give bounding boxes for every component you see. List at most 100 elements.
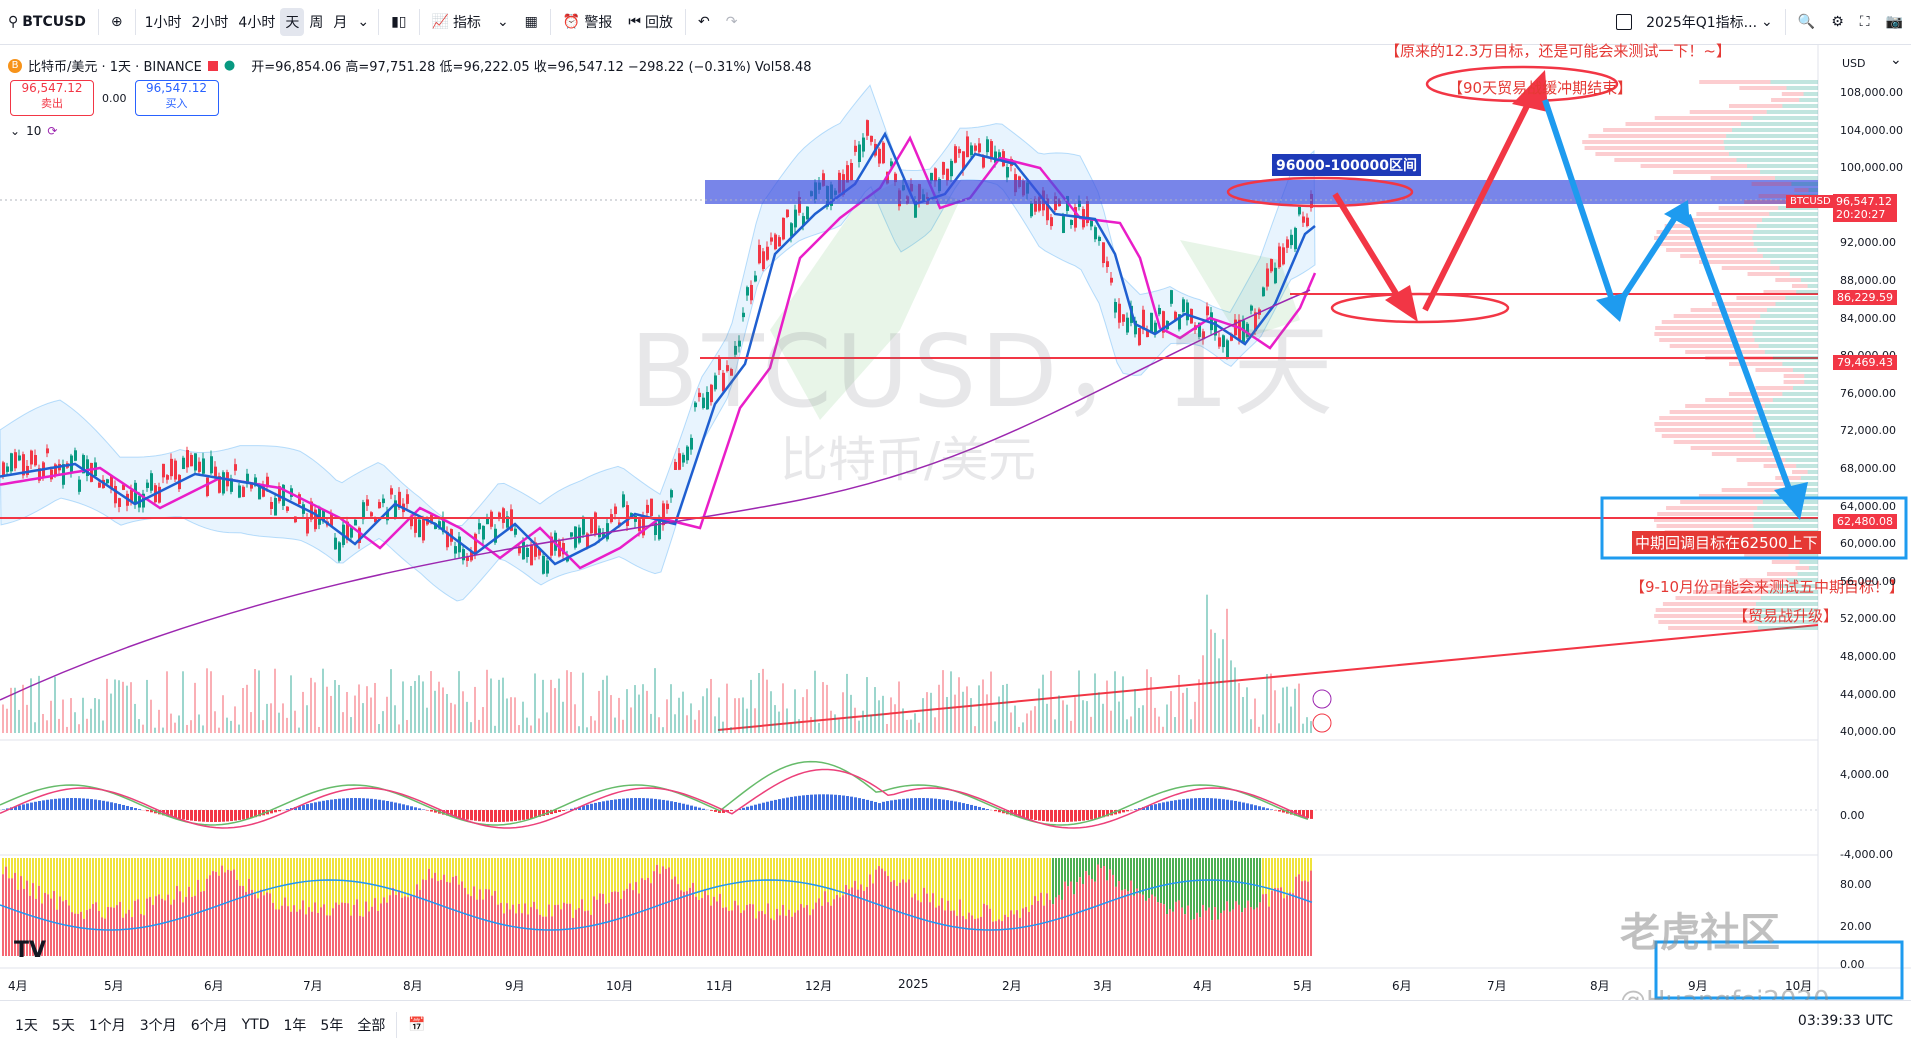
volume-profile-bar	[1659, 338, 1754, 342]
range-6m[interactable]: 6个月	[184, 1015, 235, 1035]
volume-profile-bar	[1771, 98, 1799, 102]
volume-bar	[786, 708, 788, 733]
volume-bar	[178, 715, 180, 733]
volume-bar	[438, 682, 440, 733]
range-ytd[interactable]: YTD	[235, 1017, 277, 1033]
macd-histogram-bar	[786, 798, 789, 810]
range-all[interactable]: 全部	[350, 1015, 392, 1035]
osc-bar-bottom	[485, 889, 487, 956]
osc-bar-bottom	[1109, 869, 1111, 956]
utc-clock[interactable]: 03:39:33 UTC	[1798, 1013, 1893, 1029]
volume-profile-bar	[1705, 398, 1773, 402]
osc-bar-top	[503, 858, 505, 913]
macd-histogram-bar	[382, 800, 385, 810]
osc-bar-top	[911, 858, 913, 897]
candle-body	[1102, 242, 1105, 263]
sell-button[interactable]: 96,547.12 卖出	[10, 80, 94, 116]
osc-bar-top	[497, 858, 499, 905]
range-1y[interactable]: 1年	[277, 1015, 314, 1035]
osc-bar-bottom	[674, 877, 676, 956]
volume-bar	[270, 703, 272, 733]
macd-histogram-bar	[190, 810, 193, 821]
osc-bar-top	[1214, 858, 1216, 907]
osc-bar-bottom	[620, 899, 622, 956]
candle-body	[674, 462, 677, 470]
volume-profile-bar	[1759, 344, 1818, 348]
macd-histogram-bar	[1278, 810, 1281, 812]
name-watermark: 比特币/美元	[780, 420, 1036, 490]
candle-body	[194, 453, 197, 470]
volume-bar	[90, 709, 92, 733]
price-tick: 92,000.00	[1840, 236, 1896, 249]
osc-bar-bottom	[1292, 893, 1294, 956]
osc-bar-bottom	[587, 911, 589, 956]
osc-bar-bottom	[515, 913, 517, 956]
macd-histogram-bar	[1030, 810, 1033, 819]
volume-bar	[1006, 684, 1008, 733]
volume-profile-bar	[1754, 242, 1818, 246]
osc-bar-top	[365, 858, 367, 902]
osc-bar-bottom	[1121, 890, 1123, 956]
time-tick: 10月	[606, 977, 633, 994]
buy-button[interactable]: 96,547.12 买入	[135, 80, 219, 116]
macd-histogram-bar	[642, 798, 645, 810]
legend-title[interactable]: 比特币/美元 · 1天 · BINANCE	[28, 56, 202, 75]
osc-bar-top	[941, 858, 943, 898]
macd-histogram-bar	[102, 801, 105, 810]
candle-body	[1094, 227, 1097, 239]
osc-bar-top	[1130, 858, 1132, 881]
volume-profile-bar	[1654, 332, 1752, 336]
candle-body	[930, 173, 933, 181]
range-5d[interactable]: 5天	[45, 1015, 82, 1035]
osc-bar-top	[1019, 858, 1021, 918]
range-1d[interactable]: 1天	[8, 1015, 45, 1035]
volume-bar	[194, 683, 196, 733]
osc-bar-top	[821, 858, 823, 906]
volume-bar	[1190, 719, 1192, 733]
volume-profile-bar	[1747, 482, 1789, 486]
candle-body	[638, 519, 641, 531]
volume-bar	[1158, 717, 1160, 733]
osc-bar-top	[842, 858, 844, 895]
candle-body	[690, 438, 693, 450]
osc-bar-top	[422, 858, 424, 879]
candle-body	[866, 120, 869, 136]
time-tick: 7月	[1487, 977, 1507, 994]
candle-body	[478, 523, 481, 529]
macd-histogram-bar	[478, 810, 481, 821]
osc-bar-bottom	[461, 881, 463, 956]
volume-bar	[982, 679, 984, 733]
osc-bar-top	[1100, 858, 1102, 868]
osc-bar-bottom	[653, 871, 655, 956]
osc-bar-bottom	[125, 914, 127, 956]
volume-profile-bar	[1801, 476, 1818, 480]
osc-bar-top	[863, 858, 865, 891]
volume-bar	[478, 720, 480, 733]
osc-bar-bottom	[1199, 917, 1201, 956]
macd-histogram-bar	[342, 798, 345, 810]
volume-bar	[690, 703, 692, 733]
osc-bar-top	[1292, 858, 1294, 893]
osc-bar-top	[716, 858, 718, 901]
osc-bar-top	[995, 858, 997, 921]
osc-bar-bottom	[233, 870, 235, 956]
macd-histogram-bar	[178, 810, 181, 819]
range-3m[interactable]: 3个月	[133, 1015, 184, 1035]
range-5y[interactable]: 5年	[313, 1015, 350, 1035]
osc-bar-top	[131, 858, 133, 917]
osc-bar-top	[506, 858, 508, 903]
osc-bar-top	[26, 858, 28, 881]
price-chart[interactable]	[0, 0, 1911, 1000]
chevron-down-icon[interactable]: ⌄	[1890, 52, 1902, 68]
macd-tick: -4,000.00	[1840, 848, 1893, 861]
osc-bar-top	[644, 858, 646, 880]
currency-label[interactable]: USD	[1842, 57, 1866, 70]
osc-bar-top	[824, 858, 826, 891]
goto-date-button[interactable]: 📅	[401, 1017, 432, 1033]
volume-bar	[842, 692, 844, 733]
range-1m[interactable]: 1个月	[82, 1015, 133, 1035]
candle-body	[1282, 247, 1285, 264]
indicator-toggle[interactable]: ⌄ 10 ⟳	[10, 124, 57, 138]
volume-profile-bar	[1741, 122, 1818, 126]
macd-histogram-bar	[354, 798, 357, 810]
